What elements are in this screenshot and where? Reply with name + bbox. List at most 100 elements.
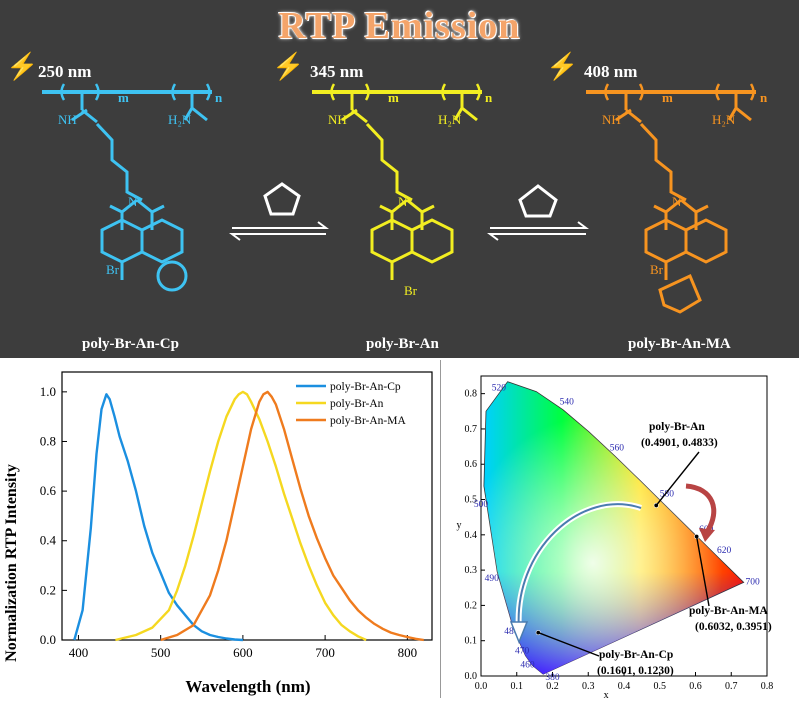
label-an-coords: (0.4901, 0.4833) <box>641 437 718 449</box>
legend-label-an: poly-Br-An <box>330 398 384 410</box>
series-lines <box>73 390 424 642</box>
y-tick-label: 0.1 <box>465 636 478 647</box>
cyclopentane-ring <box>156 260 188 292</box>
n-label: n <box>760 90 768 105</box>
wavelength-label: 500 <box>474 500 489 510</box>
x-tick-label: 0.2 <box>546 681 559 692</box>
x-tick-label: 0.7 <box>725 681 738 692</box>
h2n-label: H₂N <box>168 112 192 127</box>
y-tick-label: 0.6 <box>40 483 57 498</box>
m-label: m <box>118 90 129 105</box>
m-label: m <box>662 90 673 105</box>
cie-chromaticity-diagram: 0.0 0.1 0.2 0.3 0.4 0.5 0.6 0.7 0.8 0.0 0.1 0.2 0.3 0… <box>440 360 799 701</box>
compound-name-cp: poly-Br-An-Cp <box>82 336 179 352</box>
label-ma-coords: (0.6032, 0.3951) <box>695 621 772 633</box>
x-tick-label: 0.3 <box>582 681 595 692</box>
lightning-icon: ⚡ <box>546 52 579 81</box>
leader-arrow <box>695 536 710 607</box>
excitation-wavelength-3: 408 nm <box>584 62 638 81</box>
maleic-anhydride-icon <box>518 184 558 218</box>
label-ma-name: poly-Br-An-MA <box>689 605 768 617</box>
n-label: n <box>215 90 223 105</box>
wavelength-label: 480 <box>504 627 519 637</box>
wavelength-label: 700 <box>746 578 761 588</box>
n-atom-label: N <box>128 194 138 209</box>
x-axis-label: Wavelength (nm) <box>185 677 310 696</box>
spectral-locus: 380460470480490500520540560580600620700 <box>474 381 761 683</box>
compound-name-ma: poly-Br-An-MA <box>628 336 731 352</box>
cie-points <box>535 451 710 657</box>
y-tick-label: 0.6 <box>465 459 478 470</box>
legend-label-cp: poly-Br-An-Cp <box>330 381 401 393</box>
y-tick-label: 0.2 <box>40 582 56 597</box>
y-tick-label: 0.4 <box>40 533 57 548</box>
leader-arrow <box>655 451 700 506</box>
wavelength-label: 620 <box>717 546 732 556</box>
y-tick-label: 0.4 <box>465 530 478 541</box>
label-cp-coords: (0.1601, 0.1230) <box>597 665 674 677</box>
lightning-icon: ⚡ <box>6 52 39 81</box>
y-tick-label: 0.5 <box>465 495 478 506</box>
excitation-wavelength-1: 250 nm <box>38 62 92 81</box>
x-tick-label: 400 <box>69 645 89 660</box>
x-tick-label: 0.1 <box>511 681 524 692</box>
x-tick-label: 500 <box>151 645 171 660</box>
chemical-structures: NH H₂N m n N Br NH H₂N m n N Br NH H₂N m… <box>40 82 768 314</box>
rtp-spectrum-plot: 400 500 600 700 800 0.0 0.2 0.4 0.6 0.8 1.0 poly-B… <box>3 371 433 696</box>
n-atom-label: N <box>398 194 408 209</box>
lightning-icon: ⚡ <box>272 52 305 81</box>
axis-ticks: 400 500 600 700 800 0.0 0.2 0.4 0.6 0.8 1.0 <box>40 384 417 660</box>
cyclopentadiene-icon <box>263 182 301 216</box>
wavelength-label: 540 <box>560 398 575 408</box>
wavelength-label: 560 <box>610 444 625 454</box>
leader-arrow <box>537 631 600 657</box>
cie-axes: 0.0 0.1 0.2 0.3 0.4 0.5 0.6 0.7 0.8 0.0 0.1 0.2 0.3 0… <box>457 375 774 701</box>
series-line-1 <box>115 390 367 642</box>
y-axis-label: Normalization RTP Intensity <box>3 464 20 662</box>
n-atom-label: N <box>672 194 682 209</box>
red-shift-arrowhead <box>699 528 715 542</box>
y-tick-label: 1.0 <box>40 384 56 399</box>
br-label: Br <box>650 262 664 277</box>
equilibrium-arrow-right <box>487 221 589 241</box>
page-title: RTP Emission <box>278 5 521 47</box>
wavelength-label: 490 <box>485 574 500 584</box>
excitation-wavelength-2: 345 nm <box>310 62 364 81</box>
rtp-scheme-panel: RTP Emission ⚡ 250 nm ⚡ 345 nm ⚡ 408 nm <box>0 0 799 358</box>
series-line-2 <box>160 390 424 642</box>
y-axis-label: y <box>457 520 462 531</box>
nh-label: NH <box>58 112 77 127</box>
m-label: m <box>388 90 399 105</box>
x-tick-label: 0.0 <box>475 681 488 692</box>
n-label: n <box>485 90 493 105</box>
y-tick-label: 0.8 <box>40 433 56 448</box>
y-tick-label: 0.3 <box>465 565 478 576</box>
y-tick-label: 0.0 <box>40 632 56 647</box>
red-shift-arrow <box>685 483 717 534</box>
wavelength-label: 520 <box>492 384 507 394</box>
legend: poly-Br-An-Cp poly-Br-An poly-Br-An-MA <box>296 381 406 427</box>
cie-plot: 0.0 0.1 0.2 0.3 0.4 0.5 0.6 0.7 0.8 0.0 0.1 0.2 0.3 0… <box>457 375 774 701</box>
series-line-0 <box>73 393 243 642</box>
y-tick-label: 0.7 <box>465 424 478 435</box>
x-tick-label: 800 <box>398 645 418 660</box>
compound-name-an: poly-Br-An <box>366 336 439 352</box>
plot-frame <box>61 371 433 641</box>
h2n-label: H₂N <box>438 112 462 127</box>
cie-gamut-white <box>483 381 744 675</box>
wavelength-label: 580 <box>660 489 675 499</box>
h2n-label: H₂N <box>712 112 736 127</box>
x-tick-label: 600 <box>233 645 253 660</box>
x-tick-label: 0.8 <box>761 681 774 692</box>
equilibrium-arrow-left <box>229 221 329 241</box>
x-tick-label: 700 <box>315 645 335 660</box>
br-label: Br <box>404 283 418 298</box>
x-tick-label: 0.6 <box>689 681 702 692</box>
label-cp-name: poly-Br-An-Cp <box>599 649 673 661</box>
x-tick-label: 0.4 <box>618 681 631 692</box>
wavelength-label: 380 <box>545 673 560 683</box>
blue-shift-arrowhead <box>509 621 529 645</box>
y-tick-label: 0.0 <box>465 671 478 682</box>
wavelength-label: 460 <box>520 661 535 671</box>
legend-label-ma: poly-Br-An-MA <box>330 415 406 427</box>
